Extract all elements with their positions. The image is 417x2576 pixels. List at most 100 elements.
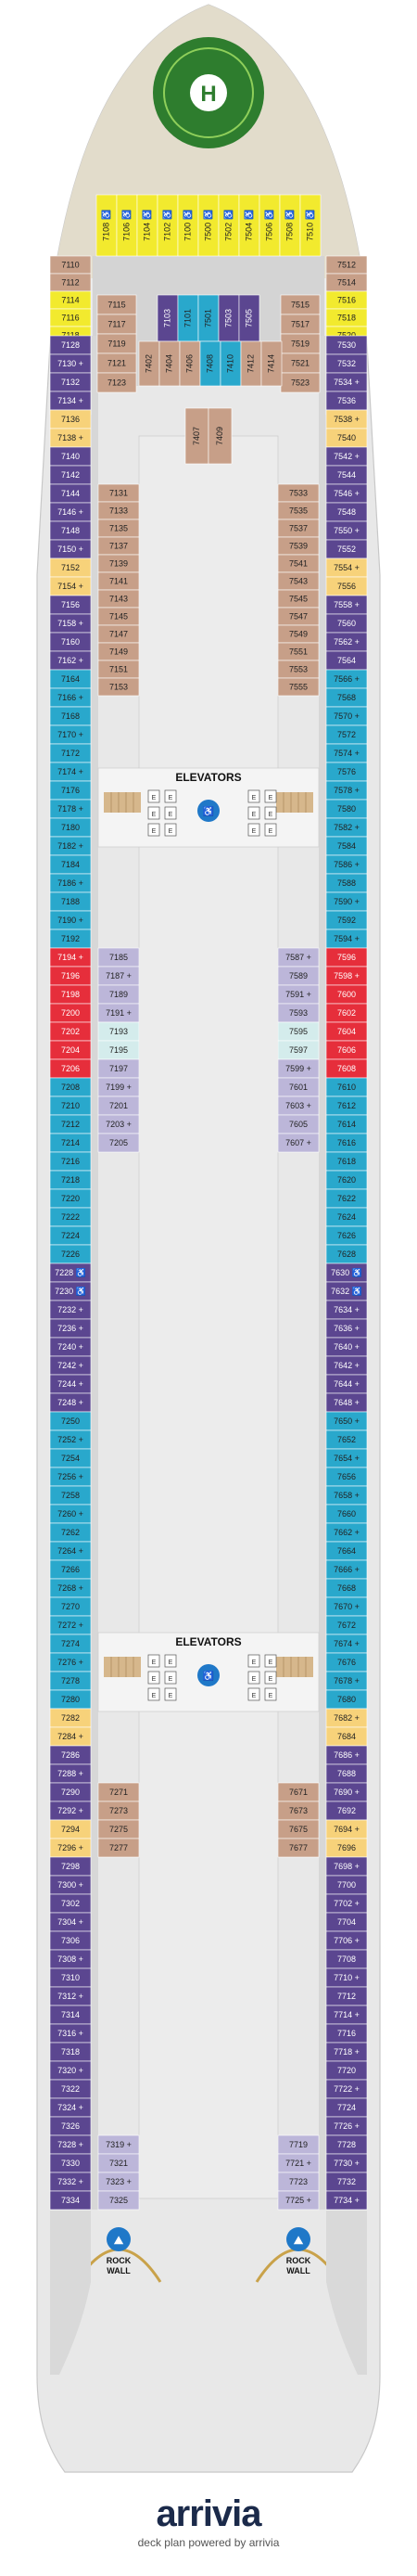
cabin-7728: 7728 <box>325 2134 368 2155</box>
cabin-7598: 7598 + <box>325 966 368 986</box>
cabin-7230: 7230 ♿ <box>49 1281 92 1301</box>
cabin-number: 7516 <box>337 296 356 305</box>
cabin-box <box>97 2190 140 2211</box>
cabin-7102: 7102 ♿ <box>157 194 179 257</box>
cabin-7202: 7202 <box>49 1021 92 1042</box>
cabin-7597: 7597 <box>277 1040 320 1060</box>
cabin-7310: 7310 <box>49 1967 92 1988</box>
elevator-mark: E <box>169 1676 173 1683</box>
cabin-number: 7676 <box>337 1658 356 1667</box>
cabin-7275: 7275 <box>97 1819 140 1839</box>
cabin-number: 7194 + <box>57 953 83 962</box>
cabin-number: 7612 <box>337 1101 356 1110</box>
cabin-7539: 7539 <box>277 536 320 556</box>
cabin-number: 7326 <box>61 2121 80 2131</box>
cabin-7232: 7232 + <box>49 1300 92 1320</box>
cabin-number: 7216 <box>61 1157 80 1166</box>
cabin-number: 7644 + <box>334 1379 360 1389</box>
cabin-7298: 7298 <box>49 1856 92 1877</box>
cabin-7150: 7150 + <box>49 539 92 559</box>
cabin-7608: 7608 <box>325 1058 368 1079</box>
cabin-number: 7712 <box>337 1992 356 2001</box>
cabin-number: 7308 + <box>57 1954 83 1964</box>
cabin-7277: 7277 <box>97 1838 140 1858</box>
cabin-7178: 7178 + <box>49 799 92 819</box>
cabin-7166: 7166 + <box>49 687 92 708</box>
cabin-7519: 7519 <box>280 333 321 354</box>
cabin-number: 7664 <box>337 1546 356 1556</box>
cabin-7312: 7312 + <box>49 1986 92 2006</box>
cabin-7187: 7187 + <box>97 966 140 986</box>
cabin-7599: 7599 + <box>277 1058 320 1079</box>
cabin-number: 7203 + <box>106 1120 132 1129</box>
cabin-number: 7589 <box>289 971 308 980</box>
cabin-7668: 7668 <box>325 1578 368 1598</box>
cabin-number: 7550 + <box>334 526 360 535</box>
cabin-7708: 7708 <box>325 1949 368 1969</box>
cabin-7523: 7523 <box>280 372 321 393</box>
cabin-number: 7539 <box>289 542 308 551</box>
cabin-7322: 7322 <box>49 2079 92 2099</box>
cabin-7130: 7130 + <box>49 353 92 374</box>
elevator-mark: E <box>169 795 173 801</box>
cabin-number: 7190 + <box>57 916 83 925</box>
cabin-7143: 7143 <box>97 589 140 609</box>
cabin-number: 7628 <box>337 1250 356 1259</box>
elevator-lobby-aft: ELEVATORS E E E E E E E E E E E E ♿ <box>97 1632 320 1712</box>
cabin-7671: 7671 <box>277 1782 320 1802</box>
elevator-car <box>164 1654 177 1668</box>
cabin-7334: 7334 <box>49 2190 92 2211</box>
cabin-7545: 7545 <box>277 589 320 609</box>
elevator-mark: E <box>252 1660 257 1666</box>
cabin-7196: 7196 <box>49 966 92 986</box>
cabin-number: 7302 <box>61 1899 80 1908</box>
cabin-7153: 7153 <box>97 677 140 697</box>
cabin-7622: 7622 <box>325 1188 368 1209</box>
cabin-number: 7574 + <box>334 749 360 758</box>
cabin-number: 7725 + <box>285 2196 311 2205</box>
cabin-number: 7141 <box>109 577 128 586</box>
cabin-7606: 7606 <box>325 1040 368 1060</box>
cabin-number: 7594 + <box>334 934 360 943</box>
cabin-7278: 7278 <box>49 1671 92 1691</box>
cabin-number: 7328 + <box>57 2140 83 2149</box>
cabin-number: 7176 <box>61 786 80 795</box>
cabin-number: 7101 <box>183 309 192 327</box>
helipad-center <box>190 74 227 111</box>
elevator-mark: E <box>152 828 157 835</box>
cabin-number: 7230 ♿ <box>55 1286 86 1296</box>
cabin-7256: 7256 + <box>49 1467 92 1487</box>
cabin-number: 7191 + <box>106 1008 132 1018</box>
cabin-number: 7680 <box>337 1695 356 1704</box>
cabin-7151: 7151 <box>97 660 140 679</box>
cabin-number: 7536 <box>337 396 356 405</box>
cabin-number: 7548 <box>337 507 356 517</box>
cabin-7321: 7321 <box>97 2153 140 2173</box>
cabin-7694: 7694 + <box>325 1819 368 1839</box>
cabin-7722: 7722 + <box>325 2079 368 2099</box>
cabin-7551: 7551 <box>277 642 320 661</box>
cabin-number: 7160 <box>61 637 80 647</box>
rock-wall-label: WALL <box>107 2266 131 2275</box>
cabin-number: 7692 <box>337 1806 356 1815</box>
cabin-7156: 7156 <box>49 595 92 615</box>
cabin-number: 7304 + <box>57 1917 83 1927</box>
cabin-box <box>97 677 140 697</box>
cabin-7640: 7640 + <box>325 1337 368 1357</box>
cabin-number: 7306 <box>61 1936 80 1945</box>
cabin-7117: 7117 <box>96 314 137 335</box>
elevator-mark: E <box>269 795 273 801</box>
cabin-7723: 7723 <box>277 2172 320 2192</box>
cabin-box <box>97 1838 140 1858</box>
cabin-number: 7314 <box>61 2010 80 2019</box>
cabin-number: 7534 + <box>334 378 360 387</box>
right-corridor <box>319 336 326 2210</box>
cabin-number: 7140 <box>61 452 80 461</box>
cabin-7716: 7716 <box>325 2023 368 2044</box>
cabin-7152: 7152 <box>49 557 92 578</box>
cabin-7306: 7306 <box>49 1930 92 1951</box>
elevator-car <box>164 1687 177 1701</box>
cabin-number: 7195 <box>109 1045 128 1055</box>
cabin-7612: 7612 <box>325 1096 368 1116</box>
cabin-number: 7670 + <box>334 1602 360 1611</box>
